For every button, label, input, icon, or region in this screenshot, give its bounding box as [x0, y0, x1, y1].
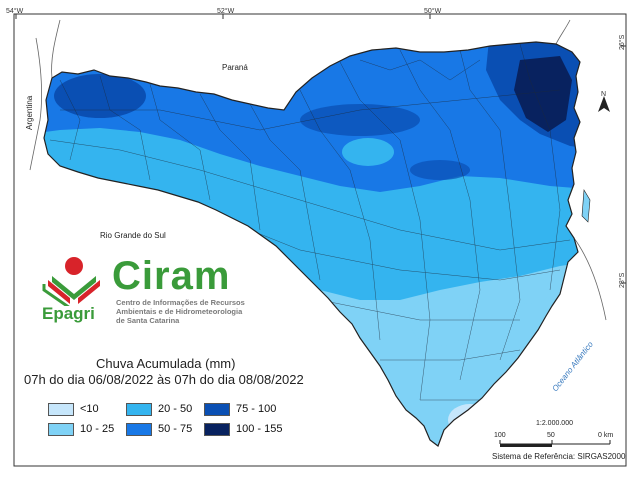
- scale-tick-50: 50: [547, 432, 555, 439]
- legend-label: 75 - 100: [236, 403, 277, 415]
- graticule-top: 54°W 52°W 50°W: [6, 7, 442, 19]
- label-argentina: Argentina: [25, 95, 34, 130]
- north-label: N: [601, 91, 606, 98]
- ciram-logo: Ciram Centro de Informações de Recursos …: [38, 254, 268, 330]
- epagri-logo-mark: [42, 257, 100, 306]
- neighbor-borders: [29, 19, 607, 321]
- state-outline: [43, 41, 581, 447]
- tick-52w: 52°W: [217, 7, 235, 15]
- scale-ratio: 1:2.000.000: [536, 420, 573, 427]
- legend-swatch-3: [126, 423, 152, 436]
- logo-subtitle-3: de Santa Catarina: [116, 316, 180, 325]
- tick-50w: 50°W: [424, 7, 442, 15]
- label-rio-grande-do-sul: Rio Grande do Sul: [100, 231, 166, 240]
- logo-subtitle-1: Centro de Informações de Recursos: [116, 298, 245, 307]
- reference-system: Sistema de Referência: SIRGAS2000: [492, 452, 626, 461]
- graticule-right: 26°S 28°S: [618, 34, 626, 288]
- legend-swatch-1: [48, 423, 74, 436]
- tick-28s: 28°S: [618, 272, 626, 288]
- tick-26s: 26°S: [618, 34, 626, 50]
- scale-bar: [499, 440, 611, 447]
- logo-ciram-text: Ciram: [112, 254, 231, 298]
- legend-swatch-2: [126, 403, 152, 416]
- scale-tick-100: 100: [494, 432, 506, 439]
- logo-epagri-text: Epagri: [42, 304, 95, 323]
- legend-label: 10 - 25: [80, 423, 115, 435]
- legend-swatch-4: [204, 403, 230, 416]
- legend-label: 20 - 50: [158, 403, 193, 415]
- map-period: 07h do dia 06/08/2022 às 07h do dia 08/0…: [24, 372, 304, 387]
- scale-tick-0: 0 km: [598, 432, 614, 439]
- island: [581, 189, 591, 223]
- legend-label: <10: [80, 403, 99, 415]
- map-title: Chuva Acumulada (mm): [96, 356, 236, 371]
- legend-label: 50 - 75: [158, 423, 193, 435]
- legend-swatch-5: [204, 423, 230, 436]
- legend-swatch-0: [48, 403, 74, 416]
- logo-subtitle-2: Ambientais e de Hidrometeorologia: [116, 307, 243, 316]
- legend-label: 100 - 155: [236, 423, 283, 435]
- tick-54w: 54°W: [6, 7, 24, 15]
- label-parana: Paraná: [222, 63, 248, 72]
- north-arrow: N: [598, 91, 610, 112]
